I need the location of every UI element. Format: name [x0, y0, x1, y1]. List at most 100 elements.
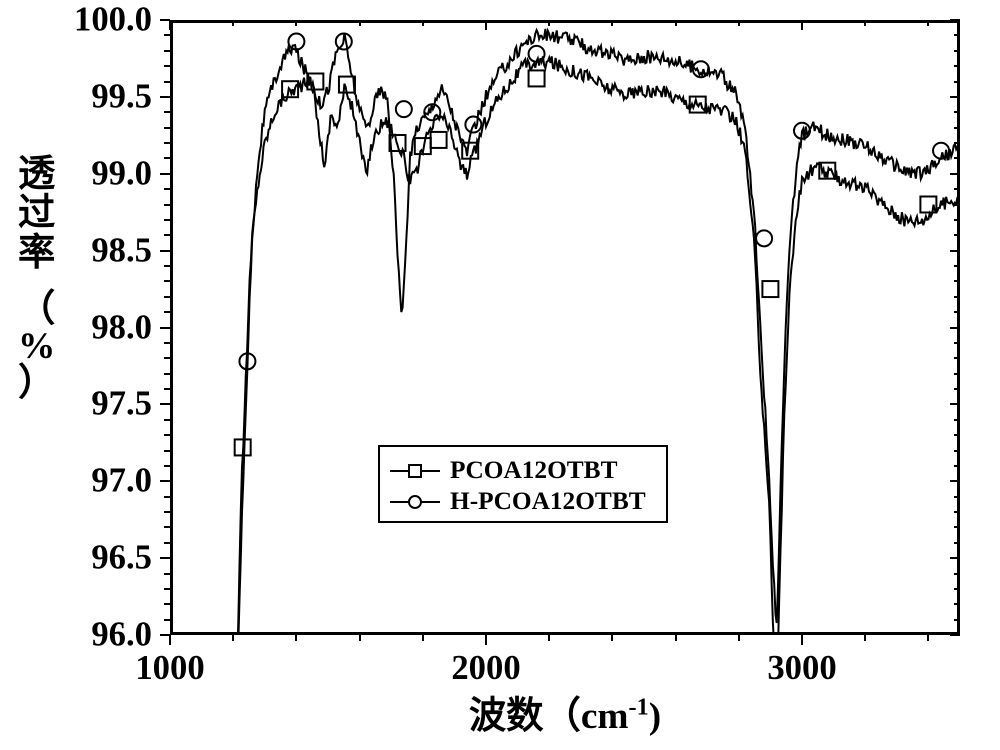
figure: 100020003000 96.096.597.097.598.098.599.…	[0, 0, 1000, 750]
ylabel-unit-pct: %	[18, 328, 55, 365]
y-tick-label: 99.5	[91, 77, 152, 116]
tick	[164, 65, 170, 67]
y-axis-unit: （ % ）	[18, 291, 55, 403]
tick	[164, 157, 170, 159]
tick	[954, 573, 960, 575]
xlabel-close: )	[649, 696, 661, 737]
legend-label-2: H-PCOA12OTBT	[450, 487, 646, 516]
tick	[164, 204, 170, 206]
tick	[164, 34, 170, 36]
tick	[954, 127, 960, 129]
tick	[164, 419, 170, 421]
tick	[169, 635, 171, 645]
tick	[164, 434, 170, 436]
tick	[232, 20, 234, 26]
tick	[954, 280, 960, 282]
tick	[164, 280, 170, 282]
x-axis-line	[170, 632, 960, 635]
tick	[164, 311, 170, 313]
tick	[164, 465, 170, 467]
legend-line-1	[390, 470, 440, 472]
x-tick-label: 2000	[451, 649, 520, 688]
tick	[954, 234, 960, 236]
legend: PCOA12OTBT H-PCOA12OTBT	[378, 445, 668, 523]
tick	[954, 526, 960, 528]
tick	[164, 296, 170, 298]
tick	[164, 542, 170, 544]
tick	[169, 20, 171, 30]
tick	[164, 234, 170, 236]
tick	[164, 588, 170, 590]
tick	[164, 342, 170, 344]
ylabel-unit-close: ）	[18, 365, 55, 402]
tick	[164, 357, 170, 359]
tick	[864, 20, 866, 26]
tick	[164, 81, 170, 83]
tick	[548, 20, 550, 26]
x-tick-label: 3000	[767, 649, 836, 688]
tick	[359, 20, 361, 26]
tick	[164, 188, 170, 190]
tick	[954, 419, 960, 421]
legend-label-1: PCOA12OTBT	[450, 456, 617, 485]
tick	[954, 50, 960, 52]
tick	[950, 557, 960, 559]
tick	[160, 19, 170, 21]
tick	[164, 511, 170, 513]
y-tick-label: 96.0	[91, 616, 152, 655]
tick	[954, 388, 960, 390]
ylabel-char-1: 透	[18, 155, 55, 194]
tick	[954, 588, 960, 590]
tick	[738, 635, 740, 641]
ylabel-char-2: 过	[18, 194, 55, 233]
tick	[160, 173, 170, 175]
tick	[954, 188, 960, 190]
tick	[954, 204, 960, 206]
y-tick-label: 98.5	[91, 231, 152, 270]
y-tick-label: 99.0	[91, 154, 152, 193]
tick	[950, 327, 960, 329]
tick	[954, 157, 960, 159]
y-tick-label: 100.0	[74, 1, 152, 40]
tick	[950, 19, 960, 21]
tick	[954, 434, 960, 436]
tick	[164, 496, 170, 498]
tick	[160, 557, 170, 559]
tick	[164, 127, 170, 129]
legend-row-1: PCOA12OTBT	[390, 455, 617, 486]
tick	[954, 450, 960, 452]
tick	[950, 250, 960, 252]
tick	[954, 296, 960, 298]
tick	[164, 573, 170, 575]
circle-marker-icon	[408, 495, 422, 509]
ylabel-char-3: 率	[18, 234, 55, 273]
tick	[954, 342, 960, 344]
tick	[164, 142, 170, 144]
tick	[160, 634, 170, 636]
tick	[954, 542, 960, 544]
tick	[954, 111, 960, 113]
tick	[164, 373, 170, 375]
tick	[611, 635, 613, 641]
tick	[485, 20, 487, 30]
tick	[954, 34, 960, 36]
tick	[738, 20, 740, 26]
tick	[954, 511, 960, 513]
tick	[548, 635, 550, 641]
y-axis-line	[170, 20, 173, 635]
tick	[954, 357, 960, 359]
legend-line-2	[390, 501, 440, 503]
xlabel-text: 波数（cm	[469, 696, 629, 737]
tick	[954, 65, 960, 67]
tick	[485, 635, 487, 645]
tick	[359, 635, 361, 641]
ylabel-unit-open: （	[18, 291, 55, 328]
tick	[954, 619, 960, 621]
tick	[954, 465, 960, 467]
tick	[954, 81, 960, 83]
x-axis-label: 波数（cm-1)	[469, 685, 661, 739]
tick	[675, 635, 677, 641]
tick	[954, 265, 960, 267]
tick	[160, 250, 170, 252]
tick	[160, 480, 170, 482]
